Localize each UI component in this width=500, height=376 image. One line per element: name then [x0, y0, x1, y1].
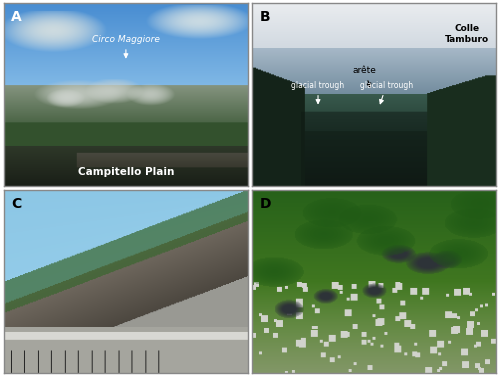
Text: glacial trough: glacial trough	[360, 81, 413, 104]
Text: arête: arête	[352, 66, 376, 87]
Text: glacial trough: glacial trough	[292, 81, 344, 103]
Text: D: D	[260, 197, 271, 211]
Text: Colle
Tamburo: Colle Tamburo	[444, 24, 489, 44]
Text: A: A	[12, 11, 22, 24]
Text: C: C	[12, 197, 22, 211]
Text: B: B	[260, 11, 270, 24]
Text: Campitello Plain: Campitello Plain	[78, 167, 174, 177]
Text: Circo Maggiore: Circo Maggiore	[92, 35, 160, 58]
